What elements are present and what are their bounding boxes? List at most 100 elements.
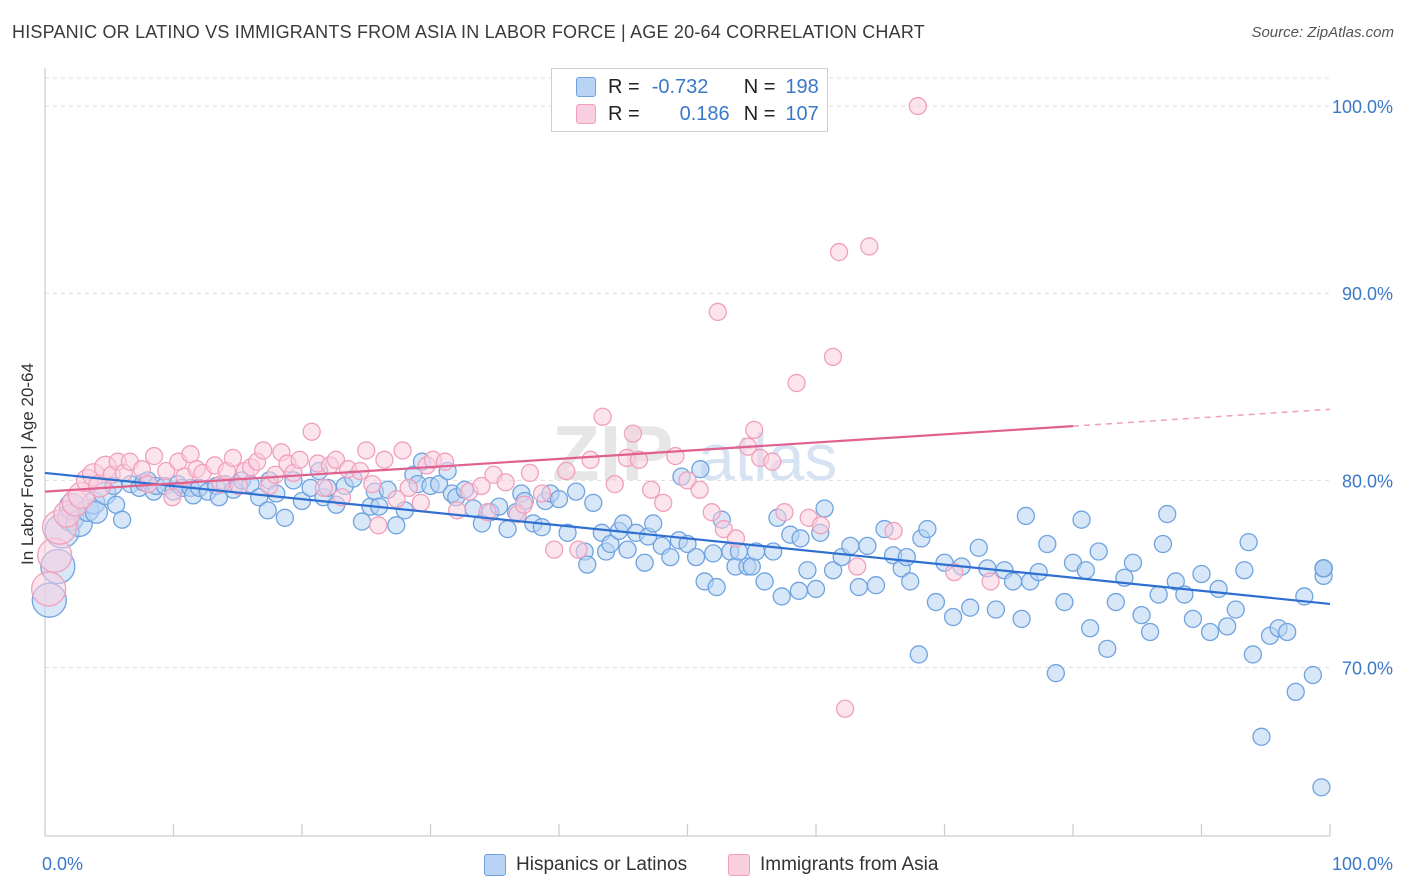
hispanic-point-182 [1312, 778, 1331, 797]
hispanic-point-130 [909, 645, 928, 664]
hispanic-point-164 [1166, 572, 1185, 591]
hispanic-point-111 [772, 587, 791, 606]
asia-point-43 [326, 450, 346, 469]
hispanic-point-159 [1132, 606, 1151, 625]
hispanic-point-75 [549, 489, 569, 509]
hispanic-point-144 [1016, 506, 1036, 526]
asia-point-90 [775, 503, 794, 522]
hispanic-point-67 [498, 519, 517, 539]
r-label: R = [608, 102, 640, 125]
hispanic-point-108 [755, 572, 774, 591]
asia-point-32 [254, 441, 273, 460]
asia-point-101 [945, 562, 964, 582]
hispanic-point-132 [918, 519, 937, 539]
asia-point-82 [702, 503, 721, 522]
asia-point-96 [835, 699, 855, 718]
asia-point-98 [860, 237, 879, 256]
stats-legend: R = -0.732 N = 198 R = 0.186 N = 107 [551, 68, 828, 132]
hispanic-point-124 [866, 576, 886, 595]
asia-point-72 [593, 407, 612, 426]
trend-lines [44, 408, 1331, 606]
hispanic-point-156 [1106, 592, 1125, 612]
hispanic-point-76 [558, 523, 577, 542]
legend-label-asia: Immigrants from Asia [760, 854, 939, 875]
x-tick-label-1: 100.0% [1332, 854, 1393, 874]
asia-point-48 [363, 474, 382, 494]
hispanic-point-154 [1089, 542, 1108, 561]
asia-point-95 [829, 242, 849, 262]
hispanic-point-97 [691, 460, 710, 479]
asia-point-54 [411, 493, 430, 513]
asia-point-39 [302, 422, 321, 441]
asia-point-91 [787, 373, 806, 393]
hispanic-point-178 [1278, 622, 1297, 642]
asia-point-70 [569, 540, 588, 559]
hispanic-point-169 [1209, 579, 1228, 599]
hispanic-point-114 [791, 529, 810, 548]
x-tick-label-0: 0.0% [42, 854, 83, 874]
asia-point-38 [290, 450, 309, 469]
legend-item-hispanic: Hispanics or Latinos [484, 852, 687, 878]
hispanic-point-118 [815, 499, 834, 518]
n-value: 107 [785, 102, 819, 125]
legend-label-hispanic: Hispanics or Latinos [516, 854, 688, 875]
asia-point-57 [435, 452, 455, 471]
hispanic-point-119 [823, 561, 843, 580]
hispanic-point-106 [742, 557, 761, 576]
asia-point-65 [514, 495, 533, 514]
asia-point-61 [478, 503, 497, 522]
hispanic-point-175 [1252, 727, 1271, 746]
asia-point-83 [708, 302, 727, 322]
asia-point-66 [520, 463, 540, 483]
y-tick-label-1: 80.0% [1342, 471, 1393, 491]
hispanic-point-172 [1235, 561, 1254, 580]
hispanic-point-181 [1303, 665, 1323, 685]
asia-swatch-icon [576, 104, 596, 124]
hispanic-point-121 [841, 536, 860, 556]
hispanic-point-153 [1080, 619, 1100, 638]
hispanic-point-100 [707, 577, 726, 597]
hispanic-swatch-icon [576, 77, 596, 97]
hispanic-point-151 [1072, 510, 1091, 529]
asia-point-69 [557, 461, 576, 481]
asia-point-73 [605, 474, 624, 494]
hispanic-point-12 [112, 510, 132, 529]
hispanic-point-140 [986, 600, 1006, 619]
hispanic-point-161 [1149, 585, 1168, 604]
r-label: R = [608, 75, 640, 98]
y-tick-label-2: 90.0% [1342, 284, 1393, 304]
stats-row-hispanic: R = -0.732 N = 198 [576, 75, 819, 99]
hispanic-point-123 [858, 536, 877, 556]
asia-point-99 [884, 521, 903, 541]
hispanic-point-152 [1076, 561, 1095, 580]
hispanic-point-113 [789, 581, 809, 600]
asia-point-94 [823, 347, 843, 367]
hispanic-point-173 [1239, 533, 1258, 552]
hispanic-point-192 [1314, 559, 1333, 578]
asia-point-63 [496, 473, 515, 492]
hispanic-point-80 [584, 493, 603, 513]
hispanic-point-47 [352, 512, 372, 531]
hispanic-point-148 [1046, 664, 1066, 683]
asia-point-53 [399, 478, 418, 498]
hispanic-point-135 [943, 607, 963, 627]
hispanic-trend-line [44, 471, 1331, 606]
y-tick-label-0: 70.0% [1342, 659, 1393, 679]
hispanic-point-122 [849, 577, 868, 597]
asia-point-50 [375, 450, 394, 469]
asia-point-84 [714, 519, 734, 539]
asia-point-87 [745, 420, 764, 440]
hispanic-legend-swatch-icon [484, 854, 506, 876]
hispanic-point-72 [532, 518, 552, 537]
asia-trend-line [44, 425, 1074, 493]
hispanic-point-133 [926, 592, 946, 612]
hispanic-point-162 [1153, 534, 1173, 554]
asia-point-78 [654, 493, 673, 513]
asia-point-71 [581, 450, 600, 469]
asia-point-18 [163, 488, 182, 507]
hispanic-point-34 [258, 501, 277, 520]
legend-item-asia: Immigrants from Asia [728, 852, 938, 878]
asia-trend-extension [1072, 408, 1331, 427]
hispanic-point-147 [1038, 534, 1057, 554]
hispanic-point-171 [1226, 600, 1245, 619]
